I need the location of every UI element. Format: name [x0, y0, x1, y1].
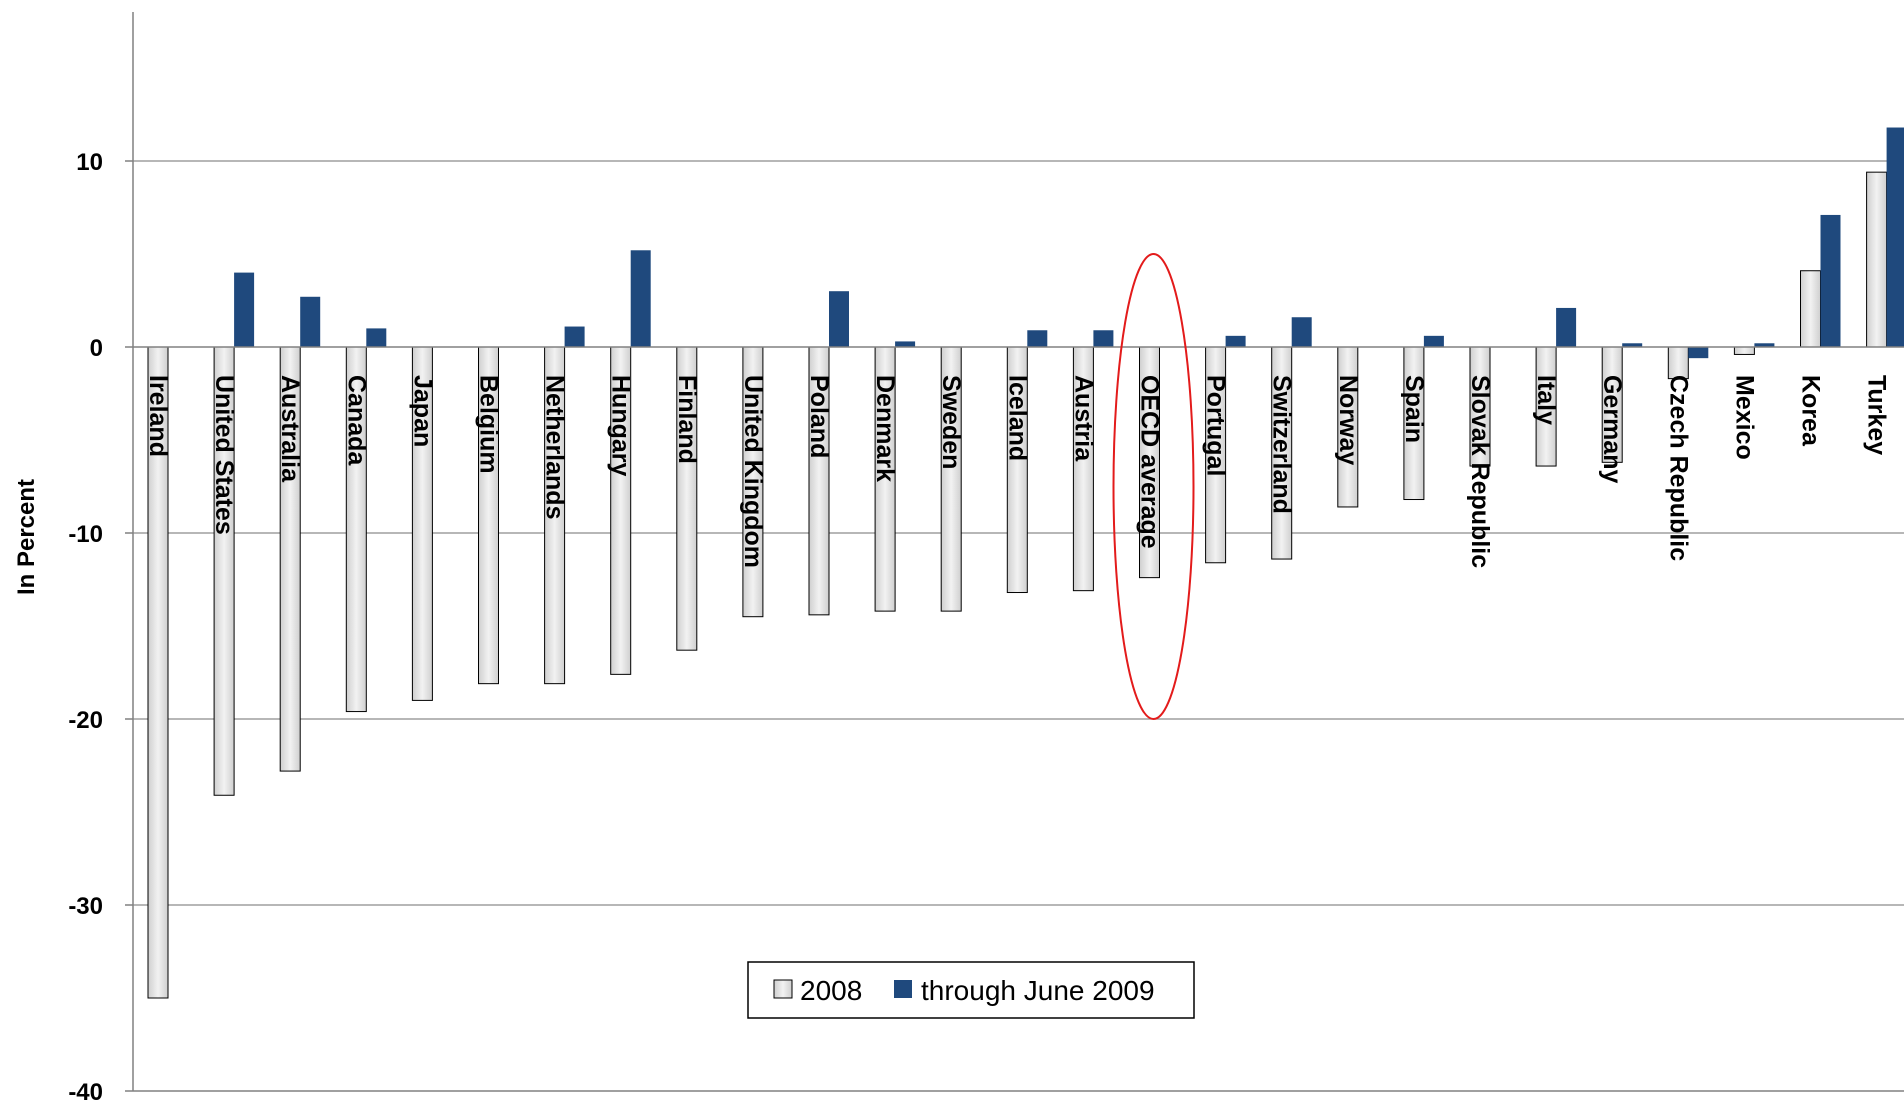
y-tick-label: 10: [76, 149, 103, 176]
bar-through-june-2009-united-states: [234, 272, 255, 347]
category-label-japan: Japan: [408, 375, 436, 447]
bar-through-june-2009-korea: [1820, 214, 1841, 347]
category-label-australia: Australia: [276, 375, 304, 483]
legend: 2008 through June 2009: [747, 961, 1195, 1019]
bar-through-june-2009-czech-republic: [1688, 347, 1709, 359]
category-label-turkey: Turkey: [1863, 375, 1891, 455]
legend-swatch-2008: [773, 979, 793, 999]
bar-through-june-2009-australia: [300, 296, 321, 347]
bar-through-june-2009-germany: [1622, 343, 1643, 347]
category-label-italy: Italy: [1532, 375, 1560, 425]
y-tick-label: -10: [68, 521, 103, 548]
bar-through-june-2009-austria: [1093, 330, 1114, 347]
bar-through-june-2009-mexico: [1754, 343, 1775, 347]
bar-through-june-2009-netherlands: [564, 326, 585, 347]
category-label-germany: Germany: [1598, 375, 1626, 483]
axes: -40 -30 -20 -10 0 10: [68, 12, 1904, 1103]
category-label-slovak-republic: Slovak Republic: [1466, 375, 1494, 568]
legend-label-2008: 2008: [800, 975, 862, 1006]
legend-label-through-june-2009: through June 2009: [921, 975, 1155, 1006]
bar-through-june-2009-poland: [829, 291, 849, 347]
category-label-mexico: Mexico: [1730, 375, 1758, 460]
category-label-switzerland: Switzerland: [1268, 375, 1296, 514]
bar-through-june-2009-italy: [1556, 307, 1577, 347]
category-label-portugal: Portugal: [1202, 375, 1230, 476]
legend-swatch-through-june-2009: [894, 980, 912, 998]
bar-through-june-2009-iceland: [1027, 330, 1048, 347]
bar-through-june-2009-canada: [366, 328, 387, 347]
category-label-belgium: Belgium: [475, 375, 503, 474]
category-labels: Ireland United States Australia Canada Japan…: [144, 375, 1891, 568]
category-label-austria: Austria: [1069, 375, 1097, 462]
y-tick-label: 0: [90, 335, 103, 362]
category-label-iceland: Iceland: [1003, 375, 1031, 461]
y-axis-label: In Percent: [13, 479, 40, 595]
category-label-sweden: Sweden: [937, 375, 965, 469]
category-label-oecd-average: OECD average: [1136, 375, 1164, 549]
category-label-denmark: Denmark: [871, 375, 899, 482]
category-label-united-states: United States: [210, 375, 238, 535]
legend-box: [747, 961, 1195, 1019]
oecd-average-highlight-ellipse: [1112, 253, 1195, 720]
category-label-poland: Poland: [805, 375, 833, 458]
bar-2008-mexico: [1733, 346, 1755, 355]
bar-through-june-2009-portugal: [1225, 335, 1246, 347]
category-label-norway: Norway: [1334, 375, 1362, 465]
bar-through-june-2009-turkey: [1886, 127, 1904, 348]
category-label-korea: Korea: [1797, 375, 1825, 447]
y-tick-label: -30: [68, 893, 103, 920]
category-label-ireland: Ireland: [144, 375, 172, 457]
bar-through-june-2009-denmark: [895, 341, 916, 347]
y-tick-label: -20: [68, 707, 103, 734]
category-label-united-kingdom: United Kingdom: [739, 375, 767, 568]
bar-2008-turkey: [1866, 171, 1888, 348]
bar-through-june-2009-switzerland: [1291, 317, 1312, 347]
category-label-netherlands: Netherlands: [541, 375, 569, 519]
bar-2008-czech-republic: [1667, 346, 1689, 380]
category-label-finland: Finland: [673, 375, 701, 464]
category-label-spain: Spain: [1400, 375, 1428, 443]
bar-2008-korea: [1800, 270, 1821, 348]
y-tick-label: -40: [68, 1079, 103, 1103]
bar-through-june-2009-spain: [1423, 335, 1444, 347]
category-label-czech-republic: Czech Republic: [1664, 375, 1692, 561]
bars: [147, 127, 1904, 999]
category-label-canada: Canada: [342, 375, 370, 466]
bar-through-june-2009-hungary: [630, 250, 651, 347]
category-label-hungary: Hungary: [607, 375, 635, 477]
